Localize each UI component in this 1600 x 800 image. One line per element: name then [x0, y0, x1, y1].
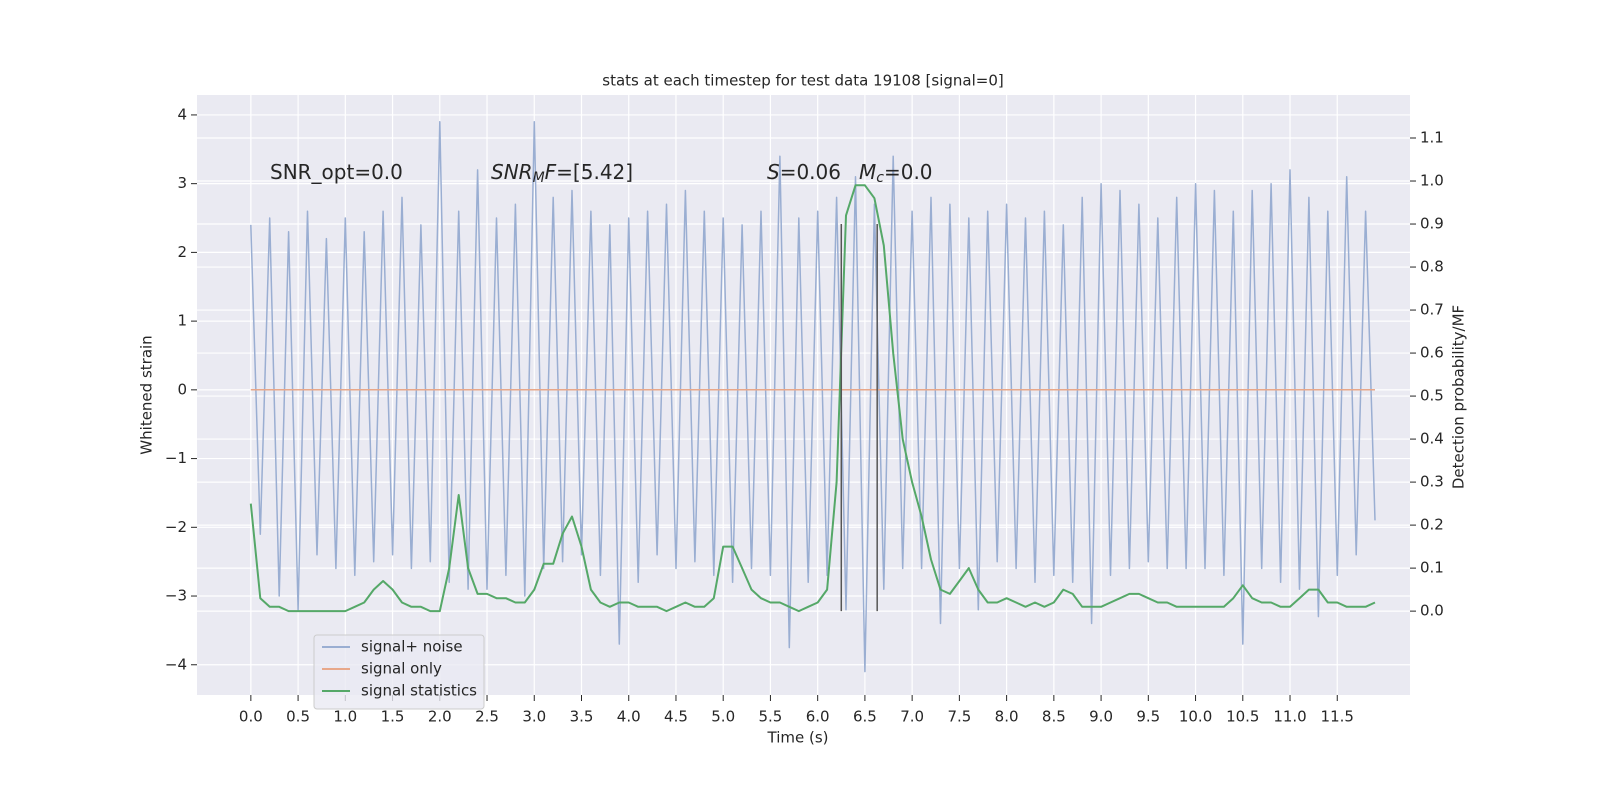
x-tick-label: 0.0 — [239, 708, 263, 726]
legend: signal+ noise signal only signal statistic… — [313, 634, 485, 710]
annotation-part: =0.0 — [884, 160, 933, 184]
x-tick-label: 11.5 — [1321, 708, 1354, 726]
x-tick-label: 3.0 — [522, 708, 546, 726]
annotation-part: F — [545, 160, 557, 184]
y-tick-label: 0 — [177, 380, 187, 398]
annotation-part: c — [876, 170, 884, 186]
annotation-part: M — [533, 170, 545, 186]
annotation: SNRMF=[5.42] — [491, 160, 633, 187]
y-tick-label: 4 — [177, 105, 187, 123]
x-axis-label: Time (s) — [767, 729, 829, 747]
annotation-part: =0.06 — [780, 160, 841, 184]
x-tick-label: 6.5 — [853, 708, 877, 726]
y2-tick-label: 0.9 — [1420, 215, 1444, 233]
y-axis-label: Whitened strain — [138, 335, 156, 454]
annotation-part: S — [767, 160, 780, 184]
x-tick-label: 10.5 — [1226, 708, 1259, 726]
y2-tick-label: 0.1 — [1420, 559, 1444, 577]
x-tick-label: 9.5 — [1136, 708, 1160, 726]
annotation: SNR_opt=0.0 — [270, 160, 403, 184]
annotation: S=0.06 — [767, 160, 841, 184]
x-tick-label: 8.5 — [1042, 708, 1066, 726]
legend-label: signal only — [361, 660, 442, 678]
legend-label: signal statistics — [361, 682, 477, 700]
y2-tick-label: 1.1 — [1420, 129, 1444, 147]
annotation-part: SNR — [491, 160, 533, 184]
legend-box — [313, 634, 485, 710]
x-tick-label: 9.0 — [1089, 708, 1113, 726]
annotation-part: =[5.42] — [556, 160, 633, 184]
y-tick-label: −3 — [165, 587, 187, 605]
annotation-part: SNR_opt=0.0 — [270, 160, 403, 184]
y2-tick-label: 0.3 — [1420, 473, 1444, 491]
y2-tick-label: 0.8 — [1420, 258, 1444, 276]
x-tick-label: 10.0 — [1179, 708, 1212, 726]
chart-title: stats at each timestep for test data 191… — [602, 72, 1003, 90]
legend-label: signal+ noise — [361, 638, 463, 656]
x-tick-label: 1.0 — [333, 708, 357, 726]
y2-tick-label: 0.6 — [1420, 344, 1444, 362]
y-tick-label: −2 — [165, 518, 187, 536]
x-tick-label: 5.5 — [759, 708, 783, 726]
y-tick-label: 1 — [177, 312, 187, 330]
annotation-part: M — [859, 160, 876, 184]
y2-tick-label: 0.2 — [1420, 516, 1444, 534]
x-tick-label: 3.5 — [570, 708, 594, 726]
x-tick-label: 2.0 — [428, 708, 452, 726]
y2-tick-label: 1.0 — [1420, 172, 1444, 190]
y-tick-label: −1 — [165, 449, 187, 467]
x-tick-label: 5.0 — [711, 708, 735, 726]
series-line — [250, 121, 1376, 673]
y2-tick-label: 0.0 — [1420, 602, 1444, 620]
x-tick-label: 7.5 — [947, 708, 971, 726]
x-tick-label: 11.0 — [1273, 708, 1306, 726]
x-tick-label: 6.0 — [806, 708, 830, 726]
y2-tick-label: 0.4 — [1420, 430, 1444, 448]
annotation: Mc=0.0 — [859, 160, 933, 187]
x-tick-label: 4.5 — [664, 708, 688, 726]
series-line — [249, 184, 1376, 613]
x-tick-label: 1.5 — [381, 708, 405, 726]
y2-tick-label: 0.7 — [1420, 301, 1444, 319]
x-tick-label: 8.0 — [995, 708, 1019, 726]
y-tick-label: −4 — [165, 655, 187, 673]
y-tick-label: 3 — [177, 174, 187, 192]
y2-axis-label: Detection probability/MF — [1450, 305, 1468, 489]
x-tick-label: 7.0 — [900, 708, 924, 726]
y-tick-label: 2 — [177, 243, 187, 261]
x-tick-label: 0.5 — [286, 708, 310, 726]
x-tick-label: 4.0 — [617, 708, 641, 726]
y2-tick-label: 0.5 — [1420, 387, 1444, 405]
x-tick-label: 2.5 — [475, 708, 499, 726]
